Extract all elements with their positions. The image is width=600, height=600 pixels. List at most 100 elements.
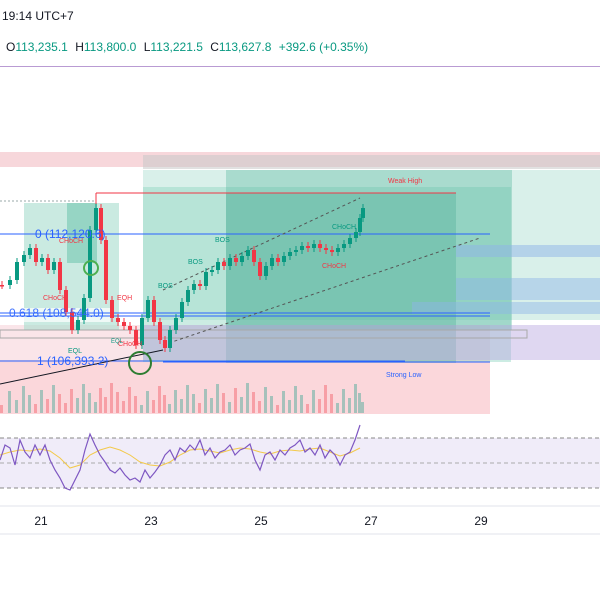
candle-body [22, 255, 26, 262]
volume-bar [94, 402, 97, 413]
purple-zone [143, 325, 600, 360]
volume-bar [128, 387, 131, 413]
candle-body [70, 312, 74, 330]
volume-bar [22, 386, 25, 413]
volume-bar [174, 390, 177, 413]
volume-bar [228, 402, 231, 413]
choch-label-1: CHoCH [59, 238, 83, 245]
volume-bar [15, 400, 18, 413]
volume-bar [354, 384, 357, 413]
high-label: H [75, 40, 84, 54]
candle-body [76, 320, 80, 330]
volume-bar [70, 389, 73, 413]
close-label: C [210, 40, 219, 54]
volume-bar [40, 390, 43, 413]
volume-bar [152, 400, 155, 413]
blue-zone-3 [412, 302, 600, 314]
candle-body [34, 248, 38, 262]
candle-body [324, 248, 328, 250]
candle-body [252, 250, 256, 262]
volume-bar [104, 397, 107, 413]
liquidity-circle-1 [83, 260, 99, 276]
candle-body [246, 250, 250, 256]
candle-body [88, 230, 92, 298]
volume-bar [8, 391, 11, 413]
candle-body [192, 284, 196, 290]
candle-body [163, 340, 167, 348]
candle-body [282, 256, 286, 262]
candle-body [210, 270, 214, 272]
volume-bar [168, 404, 171, 413]
volume-bar [99, 388, 102, 413]
volume-bar [198, 403, 201, 413]
volume-bar [64, 403, 67, 413]
volume-bar [134, 396, 137, 413]
eqh-label: EQH [117, 295, 132, 302]
open-value: 113,235.1 [15, 40, 68, 54]
candle-body [0, 285, 4, 287]
volume-bar [216, 384, 219, 413]
bos-label-1: BOS [158, 283, 173, 290]
candle-body [64, 290, 68, 312]
time-axis[interactable]: 21 23 25 27 29 [0, 506, 600, 534]
grey-box [0, 329, 528, 339]
candle-body [270, 258, 274, 266]
fib-618-label: 0.618 (108,544.0) [9, 306, 104, 320]
volume-bar [204, 389, 207, 413]
candle-body [94, 208, 98, 230]
volume-bar [186, 385, 189, 413]
candle-body [348, 238, 352, 244]
trend-line [0, 349, 164, 385]
candle-body [288, 252, 292, 256]
volume-bar [110, 383, 113, 413]
volume-bar [116, 392, 119, 413]
candle-body [258, 262, 262, 276]
choch-label-3: CHoCH [118, 341, 142, 348]
candles [0, 204, 365, 352]
volume-bar [361, 402, 364, 413]
candle-body [15, 262, 19, 280]
volume-bar [330, 394, 333, 413]
candle-body [264, 266, 268, 276]
candle-body [306, 246, 310, 248]
liquidity-circle-2 [128, 351, 152, 375]
candle-body [58, 262, 62, 290]
volume-bar [210, 398, 213, 413]
premium-zone-grey [143, 155, 600, 169]
weak-high-label: Weak High [388, 178, 422, 185]
candle-body [342, 244, 346, 248]
top-toolbar: 19:14 UTC+7 [0, 0, 600, 32]
eql-label-2: EQL [111, 339, 124, 345]
volume-bar [282, 391, 285, 413]
volume-bar [234, 388, 237, 413]
fib-0-label: 0 (112,120.6) [35, 227, 106, 241]
eql-label: EQL [68, 348, 82, 355]
candle-body [330, 250, 334, 252]
volume-bar [163, 395, 166, 413]
candle-body [358, 218, 362, 232]
volume-bar [82, 384, 85, 413]
price-change: +392.6 (+0.35%) [278, 40, 369, 54]
candle-body [234, 258, 238, 262]
candle-body [300, 246, 304, 250]
candle-body [99, 208, 103, 240]
volume-bar [318, 399, 321, 413]
volume-bars [0, 383, 364, 413]
x-tick-21: 21 [34, 514, 48, 528]
volume-bar [122, 401, 125, 413]
channel-lower [162, 237, 481, 346]
candle-body [82, 298, 86, 320]
candle-body [361, 208, 365, 218]
candle-body [146, 300, 150, 318]
choch-label-2: CHoCH [43, 295, 67, 302]
candle-body [294, 250, 298, 252]
volume-bar [270, 396, 273, 413]
volume-bar [46, 399, 49, 413]
candle-body [134, 330, 138, 345]
low-label: L [143, 40, 151, 54]
candle-body [198, 284, 202, 286]
x-tick-25: 25 [254, 514, 268, 528]
candle-body [140, 318, 144, 345]
volume-bar [222, 393, 225, 413]
